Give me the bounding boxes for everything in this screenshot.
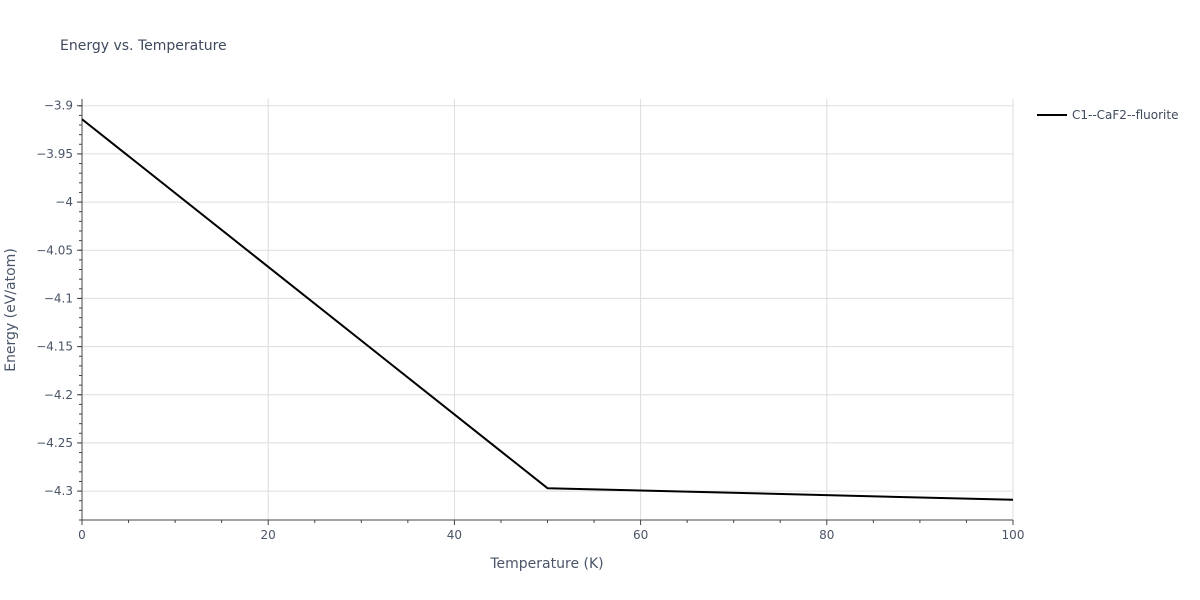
grid-layer	[82, 99, 1014, 520]
series-line	[81, 118, 1014, 501]
y-tick-label: −4.15	[36, 340, 73, 354]
y-tick-label: −4.2	[44, 388, 73, 402]
legend[interactable]: C1--CaF2--fluorite	[1037, 108, 1178, 122]
chart-title: Energy vs. Temperature	[60, 38, 227, 54]
x-tick-label: 60	[633, 528, 648, 542]
y-axis-label: Energy (eV/atom)	[3, 248, 19, 372]
y-tick-label: −3.95	[36, 147, 73, 161]
x-axis-label: Temperature (K)	[489, 556, 603, 572]
y-tick-label: −3.9	[44, 99, 73, 113]
x-tick-label: 80	[819, 528, 834, 542]
series-layer	[81, 118, 1014, 501]
y-tick-label: −4.25	[36, 436, 73, 450]
x-tick-label: 0	[78, 528, 86, 542]
y-tick-label: −4.1	[44, 291, 73, 305]
x-tick-label: 20	[261, 528, 276, 542]
legend-label: C1--CaF2--fluorite	[1072, 108, 1178, 122]
y-tick-label: −4.05	[36, 243, 73, 257]
y-tick-label: −4	[55, 195, 73, 209]
y-tick-label: −4.3	[44, 484, 73, 498]
x-tick-label: 40	[447, 528, 462, 542]
x-tick-label: 100	[1002, 528, 1025, 542]
axes-layer	[77, 99, 1014, 525]
tick-labels: 0 20 40 60 80 100 −3.9 −3.95 −4 −4.05 −4.1 −4.15 −4.…	[36, 99, 1024, 542]
